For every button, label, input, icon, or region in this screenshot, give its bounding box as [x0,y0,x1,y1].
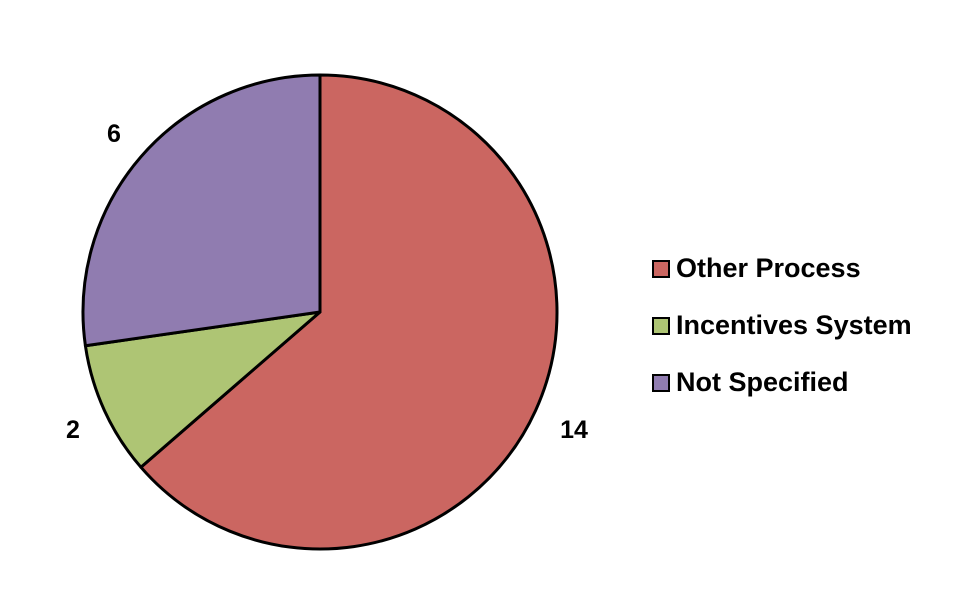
data-label-not-specified: 6 [107,120,121,148]
data-label-incentives-system: 2 [66,416,80,444]
data-label-other-process: 14 [560,416,588,444]
pie-slice-not-specified [81,73,322,348]
pie-slice-incentives-system [83,310,322,469]
legend-swatch [652,316,670,335]
legend: Other Process Incentives System Not Spec… [652,240,912,411]
legend-item-other-process: Other Process [652,240,912,297]
legend-label: Other Process [676,253,861,283]
legend-item-not-specified: Not Specified [652,354,912,411]
legend-label: Incentives System [676,310,912,340]
legend-swatch [652,259,670,278]
pie-slice-other-process [139,73,559,551]
legend-item-incentives-system: Incentives System [652,297,912,354]
pie-slices [81,73,559,551]
legend-label: Not Specified [676,367,849,397]
legend-swatch [652,373,670,392]
